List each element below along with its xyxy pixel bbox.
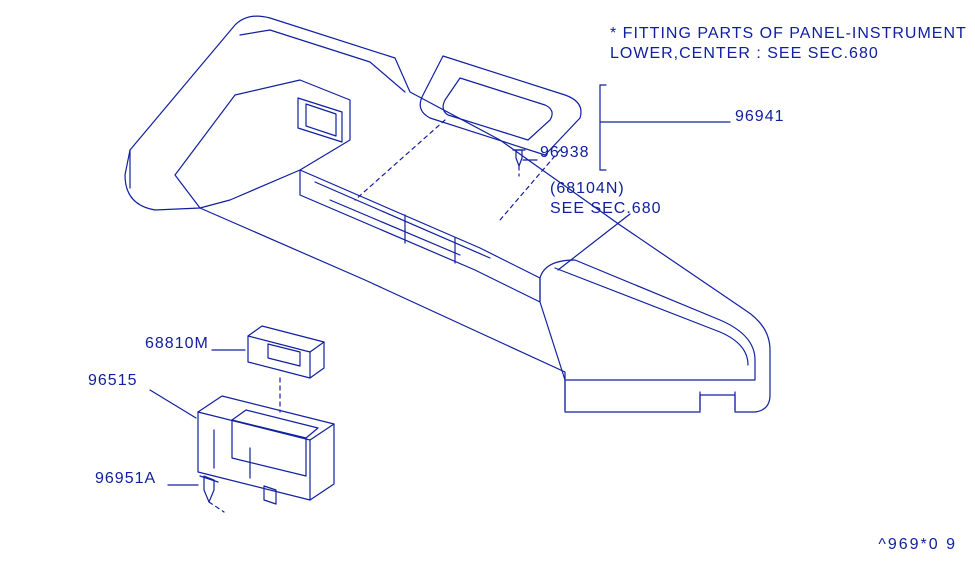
callout-96515: 96515 xyxy=(88,372,138,390)
corner-code: ^969*0 9 xyxy=(878,536,957,554)
callout-see-sec-680: SEE SEC.680 xyxy=(550,200,662,218)
callout-96938: 96938 xyxy=(540,144,590,162)
callout-68810M: 68810M xyxy=(145,335,209,353)
callout-96951A: 96951A xyxy=(95,470,156,488)
note-line-1: * FITTING PARTS OF PANEL-INSTRUMENT xyxy=(610,24,967,44)
diagram-canvas: * FITTING PARTS OF PANEL-INSTRUMENT LOWE… xyxy=(0,0,975,566)
note-text: * FITTING PARTS OF PANEL-INSTRUMENT LOWE… xyxy=(610,24,967,64)
callout-68104N: (68104N) xyxy=(550,180,625,198)
note-line-2: LOWER,CENTER : SEE SEC.680 xyxy=(610,44,967,64)
callout-96941: 96941 xyxy=(735,108,785,126)
